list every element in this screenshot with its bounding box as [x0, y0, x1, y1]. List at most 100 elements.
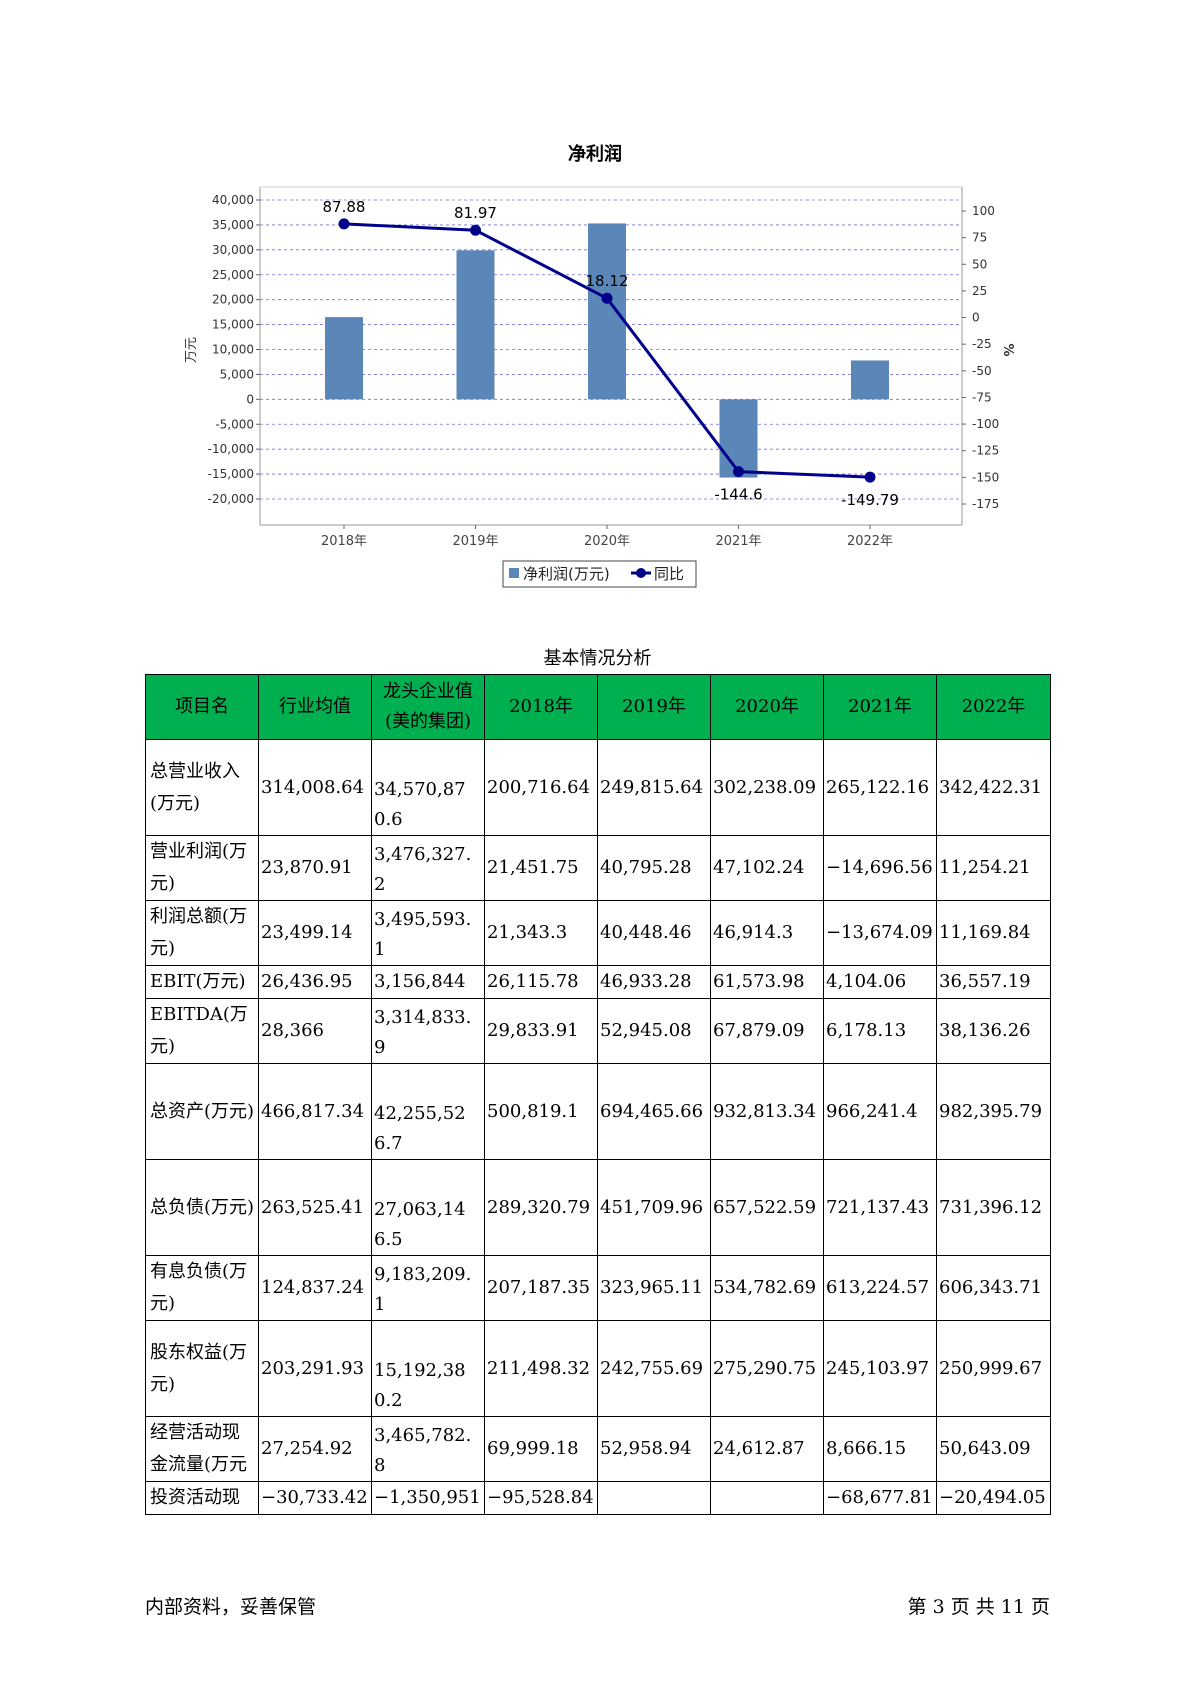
table-cell: 613,224.57 [823, 1255, 937, 1321]
row-label: 有息负债(万元) [145, 1255, 259, 1321]
left-tick-label: 0 [246, 392, 254, 406]
right-tick-label: 50 [972, 257, 987, 271]
table-header-cell: 2022年 [936, 674, 1051, 740]
table-cell: 932,813.34 [710, 1063, 824, 1160]
row-label: 总资产(万元) [145, 1063, 259, 1160]
table-cell: 28,366 [258, 998, 372, 1064]
table-cell: 124,837.24 [258, 1255, 372, 1321]
table-cell: 242,755.69 [597, 1320, 711, 1417]
table-title: 基本情况分析 [543, 648, 652, 669]
net-profit-chart: 净利润 87.88 81.97 18.12 -144.6 -149.79 40,000 3… [184, 143, 1015, 588]
bar [851, 360, 889, 400]
table-cell: −14,696.56 [823, 835, 937, 901]
left-tick-label: 5,000 [220, 367, 254, 381]
table-cell: 36,557.19 [936, 965, 1051, 999]
table-row: 经营活动现金流量(万元 27,254.92 3,465,782.8 69,999.18… [145, 1416, 1051, 1482]
yoy-point [733, 466, 744, 478]
table-cell: 46,933.28 [597, 965, 711, 999]
legend-bar-label: 净利润(万元) [523, 565, 610, 583]
table-cell: 534,782.69 [710, 1255, 824, 1321]
table-cell: 466,817.34 [258, 1063, 372, 1160]
table-cell: 3,156,844 [371, 965, 485, 999]
table-cell: 11,169.84 [936, 900, 1051, 966]
table-cell: 731,396.12 [936, 1159, 1051, 1256]
table-cell: 4,104.06 [823, 965, 937, 999]
table-cell: 289,320.79 [484, 1159, 598, 1256]
table-cell: 40,448.46 [597, 900, 711, 966]
right-tick-label: 0 [972, 311, 980, 325]
table-cell: 9,183,209.1 [371, 1255, 485, 1321]
right-tick-label: -175 [972, 497, 999, 511]
footer-page-number: 第 3 页 共 11 页 [907, 1596, 1050, 1618]
table-cell: 23,870.91 [258, 835, 372, 901]
table-cell: 314,008.64 [258, 739, 372, 836]
left-tick-label: 25,000 [212, 268, 254, 282]
table-row: 总资产(万元) 466,817.34 42,255,526.7 500,819.1 69… [145, 1063, 1051, 1160]
table-header-row: 项目名 行业均值 龙头企业值(美的集团) 2018年 2019年 2020年 2021年 20… [145, 674, 1051, 740]
right-tick-label: -125 [972, 444, 999, 458]
table-cell: 27,254.92 [258, 1416, 372, 1482]
table-row: 营业利润(万元) 23,870.91 3,476,327.2 21,451.75 40,… [145, 835, 1051, 901]
table-cell: 21,343.3 [484, 900, 598, 966]
yoy-point [601, 292, 613, 304]
table-cell: 29,833.91 [484, 998, 598, 1064]
x-tick-label: 2022年 [847, 534, 893, 549]
table-cell: 265,122.16 [823, 739, 937, 836]
table-cell: 207,187.35 [484, 1255, 598, 1321]
table-header-cell: 2021年 [823, 674, 937, 740]
table-cell: −1,350,951 [371, 1481, 485, 1515]
right-tick-label: 100 [972, 204, 995, 218]
table-cell: 42,255,526.7 [371, 1063, 485, 1160]
yoy-point [864, 471, 876, 483]
row-label: 总负债(万元) [145, 1159, 259, 1256]
bar [588, 223, 626, 400]
table-cell: 451,709.96 [597, 1159, 711, 1256]
left-tick-label: -10,000 [208, 442, 254, 456]
table-cell: 657,522.59 [710, 1159, 824, 1256]
right-tick-label: -100 [972, 417, 999, 431]
table-cell: 3,465,782.8 [371, 1416, 485, 1482]
table-cell: 15,192,380.2 [371, 1320, 485, 1417]
table-cell: 263,525.41 [258, 1159, 372, 1256]
chart-title: 净利润 [568, 143, 622, 165]
table-cell: 3,495,593.1 [371, 900, 485, 966]
table-cell: 11,254.21 [936, 835, 1051, 901]
bar [719, 399, 758, 478]
table-cell: 50,643.09 [936, 1416, 1051, 1482]
table-header-cell: 项目名 [145, 674, 259, 740]
table-cell: −13,674.09 [823, 900, 937, 966]
table-cell: 342,422.31 [936, 739, 1051, 836]
table-cell: −68,677.81 [823, 1481, 937, 1515]
left-tick-label: -5,000 [215, 417, 254, 431]
chart-line: 87.88 81.97 18.12 -144.6 -149.79 [323, 198, 899, 509]
row-label: EBIT(万元) [145, 965, 259, 999]
right-tick-label: 25 [972, 284, 987, 298]
legend-line-marker [636, 568, 646, 578]
yoy-data-label: 18.12 [586, 272, 629, 290]
table-cell: −95,528.84 [484, 1481, 598, 1515]
table-cell: 69,999.18 [484, 1416, 598, 1482]
table-cell: −30,733.42 [258, 1481, 372, 1515]
right-tick-label: -75 [972, 390, 992, 404]
right-tick-label: 75 [972, 231, 987, 245]
left-tick-label: 30,000 [212, 243, 254, 257]
table-header-cell: 2020年 [710, 674, 824, 740]
table-cell: 203,291.93 [258, 1320, 372, 1417]
left-axis-label: 万元 [184, 337, 199, 363]
table-row: 总营业收入(万元) 314,008.64 34,570,870.6 200,716.6… [145, 739, 1051, 836]
table-cell: 500,819.1 [484, 1063, 598, 1160]
chart-legend: 净利润(万元) 同比 [502, 560, 697, 588]
table-cell: 606,343.71 [936, 1255, 1051, 1321]
chart-axes: 40,000 35,000 30,000 25,000 20,000 15,000 10,0… [184, 186, 1015, 549]
right-tick-label: -25 [972, 337, 992, 351]
right-axis-label: % [1000, 343, 1015, 356]
x-tick-label: 2020年 [584, 534, 630, 549]
table-cell: 245,103.97 [823, 1320, 937, 1417]
table-cell: 67,879.09 [710, 998, 824, 1064]
x-tick-label: 2018年 [321, 534, 367, 549]
table-cell: 250,999.67 [936, 1320, 1051, 1417]
table-cell: 275,290.75 [710, 1320, 824, 1417]
table-cell: −20,494.05 [936, 1481, 1051, 1515]
legend-line-label: 同比 [654, 565, 684, 583]
table-header-cell: 行业均值 [258, 674, 372, 740]
